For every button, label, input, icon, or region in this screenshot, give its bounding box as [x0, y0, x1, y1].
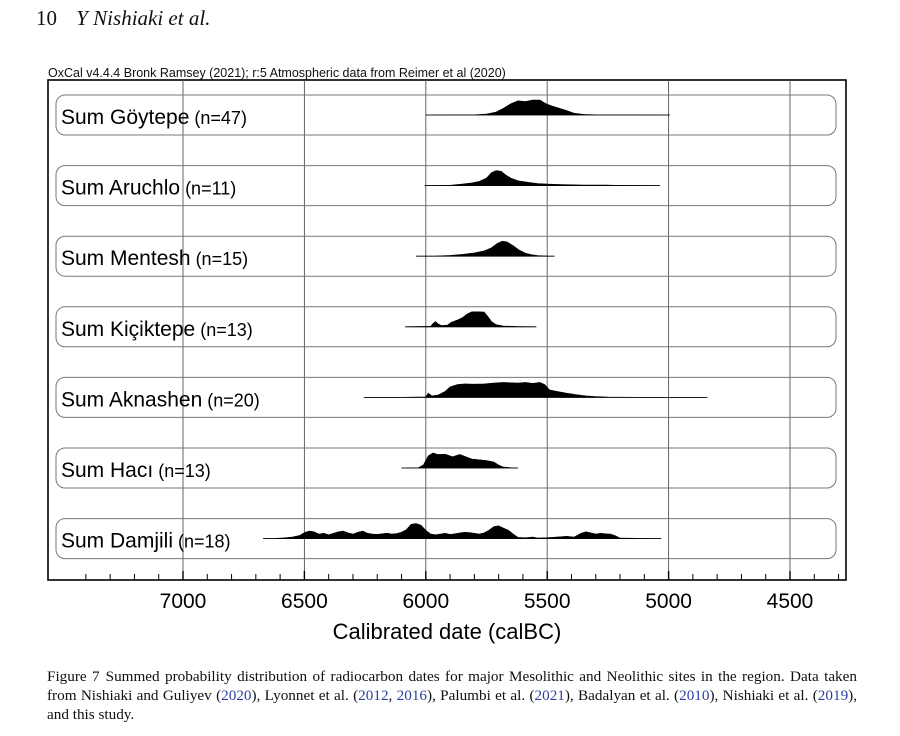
series-count: (n=11) [180, 179, 236, 199]
citation-link[interactable]: 2010 [679, 687, 710, 704]
row-frame [55, 447, 837, 489]
series-count: (n=15) [191, 249, 249, 269]
distribution-area [425, 99, 670, 116]
x-axis-label: Calibrated date (calBC) [333, 619, 562, 644]
caption-text: , [388, 687, 397, 704]
row-frame [55, 518, 837, 560]
tick-label: 5000 [645, 590, 692, 613]
distribution-area [363, 382, 708, 398]
page-header: 10 Y Nishiaki et al. [36, 6, 210, 31]
series-label: Sum Mentesh (n=15) [61, 247, 248, 270]
caption-text: ), and this study. [47, 687, 858, 723]
series-count: (n=47) [189, 108, 247, 128]
series-name: Sum Damjili [61, 530, 173, 553]
distribution-area [416, 240, 555, 257]
running-head-authors: Y Nishiaki et al. [76, 6, 211, 30]
caption-text: ), Palumbi et al. ( [427, 687, 535, 704]
tick-label: 6000 [402, 590, 449, 613]
distribution-area [263, 523, 662, 539]
series-count: (n=13) [153, 461, 211, 481]
caption-text: ), Lyonnet et al. ( [251, 687, 359, 704]
series-name: Sum Kiçiktepe [61, 318, 195, 341]
plot-frame [47, 79, 847, 581]
citation-link[interactable]: 2016 [396, 687, 428, 704]
tick-label: 6500 [281, 590, 328, 613]
figure-caption: Figure 7 Summed probability distribution … [47, 667, 857, 724]
caption-text: ), Nishiaki et al. ( [709, 687, 818, 704]
row-frame [55, 94, 837, 136]
citation-link[interactable]: 2012 [358, 687, 389, 704]
row-frame [55, 235, 837, 277]
caption-label: Figure 7 [47, 668, 100, 685]
series-label: Sum Kiçiktepe (n=13) [61, 318, 253, 341]
tick-label: 5500 [524, 590, 571, 613]
citation-link[interactable]: 2020 [221, 687, 252, 704]
caption-text: Summed probability distribution of radio… [47, 668, 857, 704]
oxcal-header: OxCal v4.4.4 Bronk Ramsey (2021); r:5 At… [48, 66, 506, 80]
series-label: Sum Hacı (n=13) [61, 459, 211, 482]
row-frame [55, 306, 837, 348]
series-name: Sum Aruchlo [61, 177, 180, 200]
row-frame [55, 376, 837, 418]
distribution-area [424, 170, 661, 186]
series-label: Sum Aruchlo (n=11) [61, 177, 236, 200]
row-frame [55, 165, 837, 207]
series-name: Sum Hacı [61, 459, 153, 482]
series-name: Sum Mentesh [61, 247, 191, 270]
citation-link[interactable]: 2021 [534, 687, 565, 704]
series-count: (n=20) [202, 390, 260, 410]
series-label: Sum Aknashen (n=20) [61, 388, 260, 411]
series-name: Sum Göytepe [61, 106, 189, 129]
page-number: 10 [36, 6, 57, 30]
tick-label: 7000 [160, 590, 207, 613]
tick-label: 4500 [767, 590, 814, 613]
caption-text: ), Badalyan et al. ( [564, 687, 680, 704]
distribution-area [405, 311, 537, 328]
citation-link[interactable]: 2019 [817, 687, 849, 704]
series-label: Sum Göytepe (n=47) [61, 106, 247, 129]
distribution-area [401, 452, 519, 469]
series-count: (n=18) [173, 532, 231, 552]
series-name: Sum Aknashen [61, 388, 202, 411]
series-label: Sum Damjili (n=18) [61, 530, 231, 553]
series-count: (n=13) [195, 320, 253, 340]
